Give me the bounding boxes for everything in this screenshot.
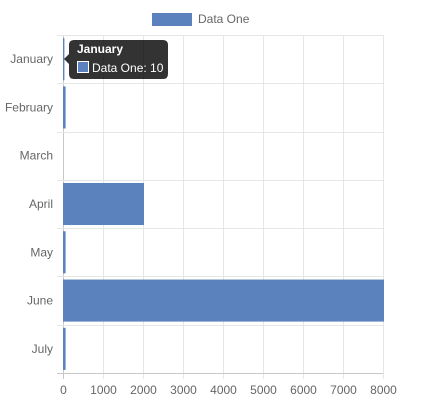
x-tick-label: 7000 [330,383,357,397]
bar-april[interactable] [63,182,144,226]
x-tick-label: 6000 [290,383,317,397]
y-tick-label: July [32,342,53,356]
bar-july[interactable] [63,327,66,370]
x-tick-label: 4000 [210,383,237,397]
tooltip-label: Data One: 10 [92,61,164,75]
bars [63,38,384,370]
x-tick-label: 5000 [250,383,277,397]
x-tick-label: 1000 [90,383,117,397]
bar-february[interactable] [63,86,66,129]
legend-label[interactable]: Data One [198,12,250,26]
x-tick-label: 3000 [170,383,197,397]
tooltip: January Data One: 10 [64,40,168,79]
tooltip-title: January [77,42,123,56]
y-tick-label: April [29,197,53,211]
x-tick-labels: 0 1000 2000 3000 4000 5000 6000 7000 8000 [60,383,397,397]
axes [57,35,383,374]
y-tick-label: May [30,245,53,259]
y-tick-label: January [10,52,53,66]
tooltip-box [64,40,168,79]
x-tick-label: 0 [60,383,67,397]
x-tick-label: 2000 [130,383,157,397]
bar-june[interactable] [63,279,384,322]
y-tick-label: June [27,294,53,308]
y-tick-label: February [5,100,53,114]
bar-may[interactable] [63,231,66,274]
x-tick-label: 8000 [370,383,397,397]
category-labels: January February March April May June July [5,52,53,356]
legend[interactable]: Data One [152,12,250,26]
tooltip-swatch [77,61,89,73]
legend-swatch[interactable] [152,13,192,26]
grid [63,35,384,379]
y-tick-label: March [20,149,53,163]
